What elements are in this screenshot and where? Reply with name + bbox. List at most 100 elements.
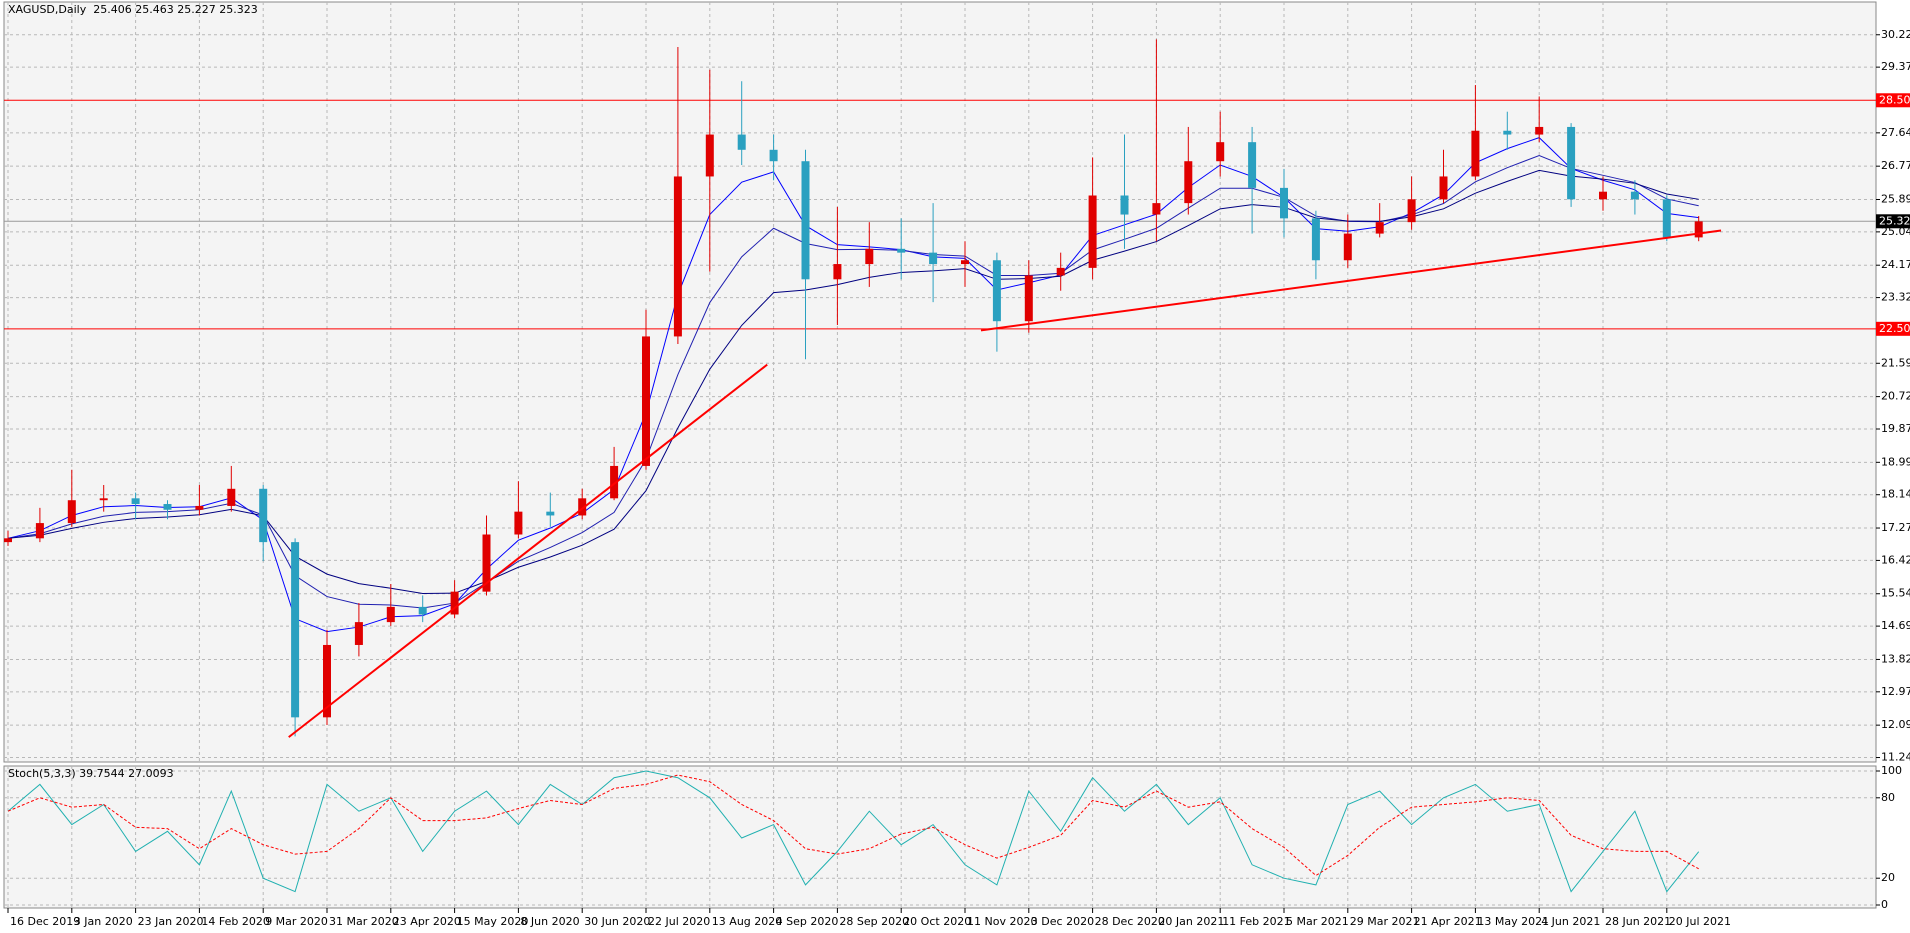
low-value: 25.227 bbox=[177, 3, 216, 16]
y-tick-label: 100 bbox=[1881, 764, 1902, 777]
stoch-line bbox=[7, 774, 1699, 877]
x-tick-label: 4 Jun 2021 bbox=[1541, 915, 1600, 928]
y-tick-label: 12.970 bbox=[1881, 685, 1910, 698]
candle-body bbox=[929, 252, 938, 265]
y-tick-label: 24.170 bbox=[1881, 258, 1910, 271]
y-tick-label: 20 bbox=[1881, 871, 1895, 884]
y-tick-label: 29.370 bbox=[1881, 60, 1910, 73]
x-tick-label: 20 Oct 2020 bbox=[903, 915, 971, 928]
candle-body bbox=[737, 134, 746, 150]
x-tick-label: 21 Apr 2021 bbox=[1414, 915, 1482, 928]
candle-body bbox=[1535, 126, 1544, 135]
candle-body bbox=[1375, 222, 1384, 234]
open-value: 25.406 bbox=[93, 3, 132, 16]
candle-body bbox=[450, 591, 459, 615]
candle-body bbox=[1343, 233, 1352, 261]
x-tick-label: 31 Mar 2020 bbox=[329, 915, 399, 928]
candle-body bbox=[610, 465, 619, 499]
candle-body bbox=[4, 538, 12, 543]
candle-body bbox=[291, 542, 300, 718]
x-tick-label: 11 Nov 2020 bbox=[967, 915, 1037, 928]
y-tick-label: 16.420 bbox=[1881, 553, 1910, 566]
candle-body bbox=[642, 336, 650, 466]
candle-body bbox=[1120, 195, 1129, 215]
y-tick-label: 27.645 bbox=[1881, 126, 1910, 139]
candle-body bbox=[1630, 191, 1639, 200]
candle-body bbox=[1311, 218, 1320, 261]
candle-body bbox=[578, 498, 587, 516]
high-value: 25.463 bbox=[135, 3, 174, 16]
candle-body bbox=[1024, 275, 1033, 322]
moving-average bbox=[7, 169, 1699, 595]
candle-body bbox=[1599, 191, 1607, 200]
candle-body bbox=[1216, 142, 1225, 162]
candle-body bbox=[195, 505, 204, 510]
x-tick-label: 16 Dec 2019 bbox=[10, 915, 80, 928]
y-tick-label: 18.995 bbox=[1881, 455, 1910, 468]
y-tick-label: 20.720 bbox=[1881, 390, 1910, 403]
candle-body bbox=[1567, 126, 1576, 200]
x-tick-label: 28 Jun 2021 bbox=[1605, 915, 1671, 928]
candle-body bbox=[1407, 199, 1416, 223]
y-tick-label: 19.870 bbox=[1881, 422, 1910, 435]
candle-body bbox=[354, 622, 363, 645]
level-label: 22.500 bbox=[1879, 322, 1910, 335]
x-tick-label: 5 Mar 2021 bbox=[1286, 915, 1349, 928]
x-tick-label: 23 Jan 2020 bbox=[138, 915, 204, 928]
chart-header: XAGUSD,Daily 25.406 25.463 25.227 25.323 bbox=[8, 3, 258, 16]
candle-body bbox=[1056, 267, 1065, 276]
candle-body bbox=[1280, 187, 1288, 219]
stoch-line bbox=[7, 770, 1700, 893]
candle-body bbox=[35, 523, 44, 539]
level-label-bg bbox=[1876, 321, 1910, 336]
x-tick-label: 4 Sep 2020 bbox=[776, 915, 839, 928]
candle-body bbox=[992, 260, 1001, 322]
moving-average bbox=[7, 137, 1699, 633]
y-tick-label: 23.320 bbox=[1881, 291, 1910, 304]
main-pane bbox=[3, 1, 1877, 763]
candle-body bbox=[1248, 142, 1257, 188]
y-tick-label: 30.220 bbox=[1881, 28, 1910, 41]
y-tick-label: 80 bbox=[1881, 791, 1895, 804]
candle-body bbox=[546, 511, 555, 516]
y-tick-label: 26.770 bbox=[1881, 159, 1910, 172]
x-tick-label: 30 Jun 2020 bbox=[584, 915, 650, 928]
candle-body bbox=[769, 149, 778, 162]
stoch-k: 39.7544 bbox=[79, 767, 125, 780]
y-tick-label: 17.270 bbox=[1881, 521, 1910, 534]
x-tick-label: 23 Apr 2020 bbox=[393, 915, 461, 928]
stoch-d: 27.0093 bbox=[128, 767, 174, 780]
candle-body bbox=[1184, 161, 1193, 204]
candle-body bbox=[514, 511, 523, 535]
trendline bbox=[980, 229, 1722, 332]
candle-body bbox=[1694, 221, 1703, 238]
candle-body bbox=[1471, 130, 1480, 177]
y-tick-label: 14.695 bbox=[1881, 619, 1910, 632]
y-tick-label: 21.595 bbox=[1881, 356, 1910, 369]
level-label: 28.500 bbox=[1879, 93, 1910, 106]
y-tick-label: 11.245 bbox=[1881, 751, 1910, 764]
candle-body bbox=[67, 500, 76, 524]
y-tick-label: 0 bbox=[1881, 898, 1888, 911]
x-tick-label: 28 Sep 2020 bbox=[839, 915, 909, 928]
candle-body bbox=[131, 498, 140, 505]
candle-body bbox=[163, 504, 172, 510]
x-tick-label: 13 Aug 2020 bbox=[712, 915, 782, 928]
current-price-label: 25.323 bbox=[1879, 214, 1910, 227]
trendline bbox=[288, 363, 768, 738]
candle-body bbox=[801, 161, 810, 280]
stoch-pane bbox=[3, 765, 1877, 909]
y-tick-label: 18.145 bbox=[1881, 488, 1910, 501]
x-tick-label: 14 Feb 2020 bbox=[201, 915, 269, 928]
x-tick-label: 3 Dec 2020 bbox=[1031, 915, 1094, 928]
candle-body bbox=[482, 534, 491, 592]
candle-body bbox=[323, 644, 331, 718]
candle-body bbox=[1503, 130, 1512, 135]
stoch-header: Stoch(5,3,3) 39.7544 27.0093 bbox=[8, 767, 174, 780]
stoch-title: Stoch(5,3,3) bbox=[8, 767, 76, 780]
candle-body bbox=[1439, 176, 1448, 200]
current-price-bg bbox=[1876, 214, 1910, 229]
x-tick-label: 22 Jul 2020 bbox=[648, 915, 710, 928]
candle-body bbox=[833, 264, 842, 280]
